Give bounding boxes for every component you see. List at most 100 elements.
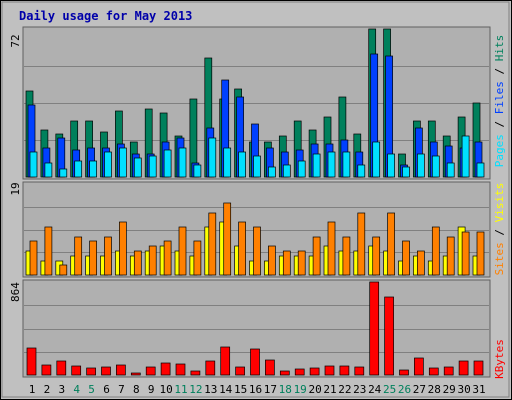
day-labels: 1 2 3 4 5 6 7 8 9 10 11 12 13 14 15 16 17 18 19 20 21 22 23 24 2… bbox=[29, 383, 486, 396]
sites-bar bbox=[357, 212, 366, 276]
sites-bar bbox=[268, 245, 276, 276]
kbytes-legend: KBytes bbox=[493, 339, 506, 379]
day-label: 4 bbox=[73, 383, 80, 396]
pages-bar bbox=[327, 151, 336, 178]
day-label: 3 bbox=[58, 383, 65, 396]
kbytes-bar bbox=[71, 365, 82, 376]
day-label: 17 bbox=[264, 383, 277, 396]
kbytes-bar bbox=[145, 366, 156, 376]
kbytes-bar bbox=[473, 360, 484, 376]
day-label: 2 bbox=[44, 383, 51, 396]
day-label: 8 bbox=[133, 383, 140, 396]
day-label: 10 bbox=[159, 383, 172, 396]
day-label: 7 bbox=[118, 383, 125, 396]
sites-bar bbox=[163, 240, 172, 276]
pages-bar bbox=[268, 166, 276, 178]
legend-files: Files bbox=[493, 81, 506, 114]
day-label: 20 bbox=[308, 383, 321, 396]
sites-bar bbox=[253, 226, 261, 276]
day-label: 22 bbox=[338, 383, 351, 396]
kbytes-bar bbox=[414, 357, 424, 376]
sites-bar bbox=[44, 226, 53, 276]
sites-bar bbox=[89, 240, 97, 276]
pages-bar bbox=[223, 147, 232, 178]
kbytes-bar bbox=[384, 296, 394, 376]
sites-bar bbox=[74, 236, 83, 276]
day-label: 31 bbox=[472, 383, 485, 396]
pages-bar bbox=[178, 147, 187, 178]
sites-bar bbox=[327, 221, 336, 276]
kbytes-bar bbox=[369, 281, 380, 376]
day-label: 21 bbox=[323, 383, 336, 396]
sites-bar bbox=[342, 236, 351, 276]
pages-bar bbox=[89, 160, 97, 178]
pages-bar bbox=[148, 155, 157, 178]
svg-text:Sites / Visits: Sites / Visits bbox=[493, 183, 506, 276]
day-label: 13 bbox=[204, 383, 217, 396]
pages-bar bbox=[431, 155, 440, 178]
kbytes-bar bbox=[190, 370, 201, 376]
day-label: 11 bbox=[174, 383, 187, 396]
chart-title: Daily usage for May 2013 bbox=[19, 9, 192, 23]
pages-bar bbox=[342, 151, 351, 178]
day-label: 16 bbox=[249, 383, 262, 396]
legend-kbytes: KBytes bbox=[493, 339, 506, 379]
sites-bar bbox=[208, 212, 217, 276]
kbytes-bar bbox=[205, 360, 216, 376]
kbytes-bar bbox=[175, 363, 186, 376]
pages-bar bbox=[104, 151, 112, 178]
pages-bar bbox=[402, 166, 410, 178]
sites-bar bbox=[119, 221, 127, 276]
sites-bar bbox=[178, 226, 187, 276]
pages-bar bbox=[312, 153, 321, 178]
day-label: 5 bbox=[88, 383, 95, 396]
pages-bar bbox=[29, 151, 38, 178]
day-label: 14 bbox=[219, 383, 233, 396]
day-label: 25 bbox=[383, 383, 396, 396]
pages-bar bbox=[417, 153, 425, 178]
sites-bar bbox=[193, 240, 202, 276]
day-label: 15 bbox=[234, 383, 247, 396]
kbytes-bar bbox=[130, 372, 141, 376]
legend-sites: Sites bbox=[493, 242, 506, 275]
kbytes-bar bbox=[250, 348, 260, 376]
pages-bar bbox=[44, 162, 53, 178]
pages-bar bbox=[461, 135, 470, 178]
kbytes-bar bbox=[160, 362, 171, 376]
day-label: 12 bbox=[189, 383, 202, 396]
kbytes-ymax-label: 864 bbox=[9, 282, 22, 302]
day-label: 23 bbox=[353, 383, 366, 396]
visitors-ymax-label: 19 bbox=[9, 182, 22, 195]
sites-bar bbox=[104, 236, 112, 276]
sites-bar bbox=[372, 236, 381, 276]
kbytes-bar bbox=[116, 364, 126, 376]
visitors-legend: Sites / Visits bbox=[493, 183, 506, 276]
pages-bar bbox=[74, 160, 83, 178]
svg-text:Pages / Files / Hits: Pages / Files / Hits bbox=[493, 35, 506, 168]
requests-legend: Pages / Files / Hits bbox=[493, 35, 506, 168]
pages-bar bbox=[476, 162, 485, 178]
day-label: 27 bbox=[413, 383, 426, 396]
kbytes-bar bbox=[354, 366, 365, 376]
day-label: 18 bbox=[279, 383, 292, 396]
kbytes-bar bbox=[26, 347, 37, 376]
legend-hits: Hits bbox=[493, 35, 506, 62]
legend-pages: Pages bbox=[493, 134, 506, 167]
pages-bar bbox=[193, 164, 202, 178]
day-label: 29 bbox=[443, 383, 456, 396]
sites-bar bbox=[59, 264, 68, 276]
day-label: 6 bbox=[103, 383, 110, 396]
kbytes-bar bbox=[56, 360, 67, 376]
sites-bar bbox=[148, 245, 157, 276]
day-label: 30 bbox=[457, 383, 470, 396]
kbytes-bar bbox=[235, 366, 245, 376]
sites-bar bbox=[29, 240, 38, 276]
pages-bar bbox=[253, 155, 261, 178]
sites-bar bbox=[387, 212, 395, 276]
pages-bar bbox=[133, 157, 142, 178]
kbytes-bar bbox=[86, 367, 96, 376]
sites-bar bbox=[431, 226, 440, 276]
sites-bar bbox=[312, 236, 321, 276]
